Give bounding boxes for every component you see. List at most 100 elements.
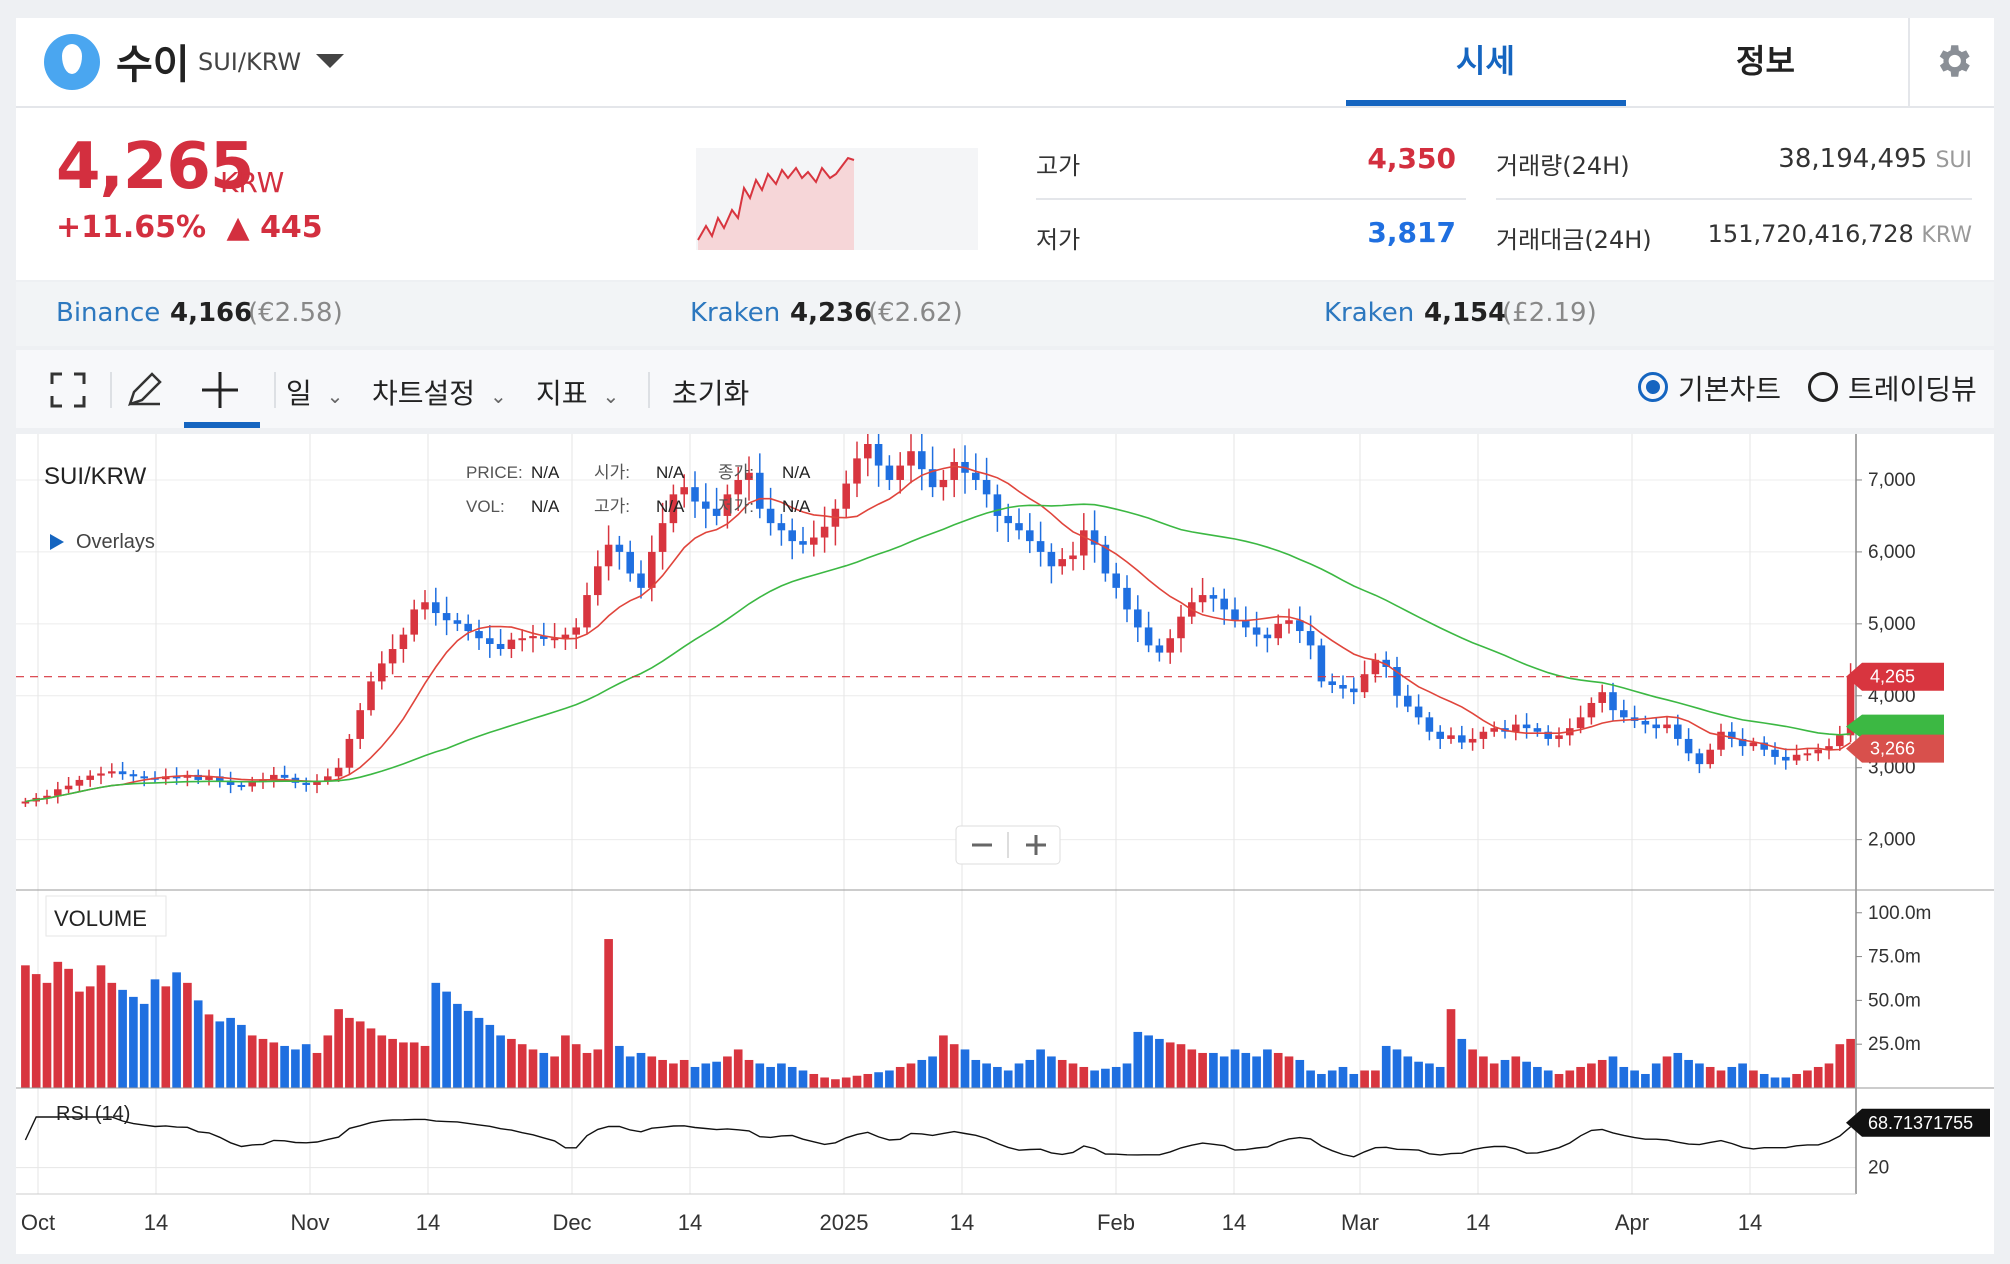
- volume-bar: [388, 1038, 397, 1088]
- candle-body: [1663, 724, 1671, 729]
- volume-bar: [917, 1059, 927, 1088]
- volume-bar: [291, 1049, 300, 1088]
- candle-body: [410, 609, 418, 635]
- indicators-dropdown[interactable]: 지표 ⌄: [536, 372, 619, 412]
- candle-body: [518, 638, 526, 641]
- tab-price[interactable]: 시세: [1456, 42, 1515, 80]
- radio-basic-chart[interactable]: [1638, 372, 1668, 402]
- volume-bar: [1101, 1068, 1110, 1088]
- volume-bar: [1425, 1063, 1434, 1088]
- price-chart-panel[interactable]: 7,000 6,000 5,000 4,000 3,000 2,000 Oct 14 Nov 14…: [16, 420, 1994, 1254]
- chart-settings-dropdown[interactable]: 차트설정 ⌄: [372, 372, 507, 412]
- candle-body: [1252, 627, 1261, 635]
- volume-bar: [517, 1044, 527, 1088]
- volume-bar: [1403, 1056, 1413, 1088]
- volume-bar: [150, 979, 160, 1088]
- volume-bar: [1187, 1049, 1197, 1088]
- volume-bar: [1209, 1052, 1218, 1088]
- candle-body: [216, 776, 224, 781]
- basic-chart-label[interactable]: 기본차트: [1678, 373, 1782, 406]
- candle-body: [594, 566, 602, 596]
- volume-bar: [334, 1009, 343, 1088]
- sparkline-chart: [696, 148, 978, 250]
- volume-bar: [550, 1056, 559, 1088]
- candle-body: [1036, 541, 1045, 552]
- tradingview-label[interactable]: 트레이딩뷰: [1848, 373, 1977, 406]
- price-summary: 4,265 KRW +11.65% ▲ 445 고가 4,350 저가 3,81…: [16, 108, 1994, 280]
- volume-tick-label: 25.0m: [1868, 1034, 1921, 1055]
- volume-bar: [226, 1017, 235, 1088]
- volume-tick-label: 50.0m: [1868, 990, 1921, 1011]
- candle-body: [1393, 667, 1401, 696]
- rsi-line: [24, 1116, 1852, 1158]
- pencil-icon[interactable]: [124, 370, 164, 410]
- volume-bar: [1662, 1056, 1672, 1088]
- overlays-toggle[interactable]: Overlays: [76, 531, 155, 553]
- candle-body: [820, 526, 829, 538]
- volume-bar: [64, 968, 73, 1088]
- radio-tradingview[interactable]: [1808, 372, 1838, 402]
- candle-body: [734, 479, 742, 495]
- divider: [648, 372, 650, 408]
- candlestick-chart[interactable]: 7,000 6,000 5,000 4,000 3,000 2,000 Oct 14 Nov 14…: [16, 420, 1994, 1254]
- svg-text:4,265: 4,265: [1870, 667, 1915, 687]
- exchange-sub-price: (£2.19): [1502, 298, 1597, 328]
- candle-body: [766, 508, 775, 524]
- volume-bar: [993, 1066, 1002, 1088]
- rsi-tick-label: 20: [1868, 1158, 1889, 1179]
- volume-bar: [798, 1070, 808, 1088]
- settings-button[interactable]: [1908, 18, 1996, 106]
- candle-body: [496, 643, 505, 650]
- x-tick-label: Dec: [552, 1210, 591, 1235]
- reset-button[interactable]: 초기화: [672, 377, 750, 410]
- volume-bar: [1144, 1035, 1153, 1088]
- ma-short-line: [25, 465, 1852, 803]
- x-tick-label: 14: [950, 1210, 974, 1235]
- candles: [21, 420, 1855, 807]
- candle-body: [64, 785, 73, 790]
- interval-dropdown[interactable]: 일 ⌄: [286, 372, 343, 412]
- exchange-name[interactable]: Binance: [56, 298, 161, 328]
- candle-body: [1544, 731, 1552, 739]
- candle-body: [1328, 681, 1336, 685]
- zoom-in-icon[interactable]: [1026, 835, 1046, 855]
- fullscreen-icon[interactable]: [50, 372, 86, 408]
- candle-body: [172, 776, 181, 779]
- candle-body: [1209, 595, 1218, 599]
- volume-bar: [53, 961, 63, 1088]
- indicators-label: 지표: [536, 377, 588, 410]
- volume-bar: [1371, 1070, 1380, 1088]
- candle-body: [388, 649, 397, 664]
- candle-body: [1598, 692, 1606, 703]
- volume-bar: [852, 1075, 862, 1088]
- volume-bar: [863, 1073, 873, 1088]
- volume-bars: [21, 939, 1855, 1088]
- candle-body: [1512, 724, 1520, 732]
- legend-close-label: 종가:: [718, 463, 754, 482]
- high-label: 고가: [1036, 152, 1081, 180]
- volume-bar: [787, 1066, 797, 1088]
- volume-bar: [215, 1021, 225, 1088]
- crosshair-icon[interactable]: [200, 370, 240, 410]
- volume-bar: [885, 1070, 894, 1088]
- expand-triangle-icon[interactable]: [50, 534, 64, 550]
- chevron-down-icon: ⌄: [602, 384, 620, 408]
- x-tick-label: Feb: [1097, 1210, 1135, 1235]
- exchange-price: 4,236: [790, 298, 873, 328]
- candle-body: [118, 771, 127, 775]
- tab-info[interactable]: 정보: [1736, 42, 1795, 80]
- rsi-label: RSI (14): [56, 1103, 130, 1125]
- chevron-down-icon[interactable]: [316, 54, 344, 68]
- exchange-name[interactable]: Kraken: [1324, 298, 1415, 328]
- candle-body: [1274, 623, 1282, 639]
- candle-body: [302, 782, 310, 785]
- volume-bar: [431, 982, 441, 1088]
- volume-bar: [1543, 1070, 1553, 1088]
- candle-body: [432, 602, 440, 614]
- volume-bar: [1306, 1070, 1315, 1088]
- pair-selector[interactable]: SUI/KRW: [198, 48, 302, 76]
- exchange-name[interactable]: Kraken: [690, 298, 781, 328]
- volume-bar: [85, 986, 95, 1088]
- candle-body: [1144, 627, 1153, 646]
- volume-bar: [1770, 1077, 1780, 1088]
